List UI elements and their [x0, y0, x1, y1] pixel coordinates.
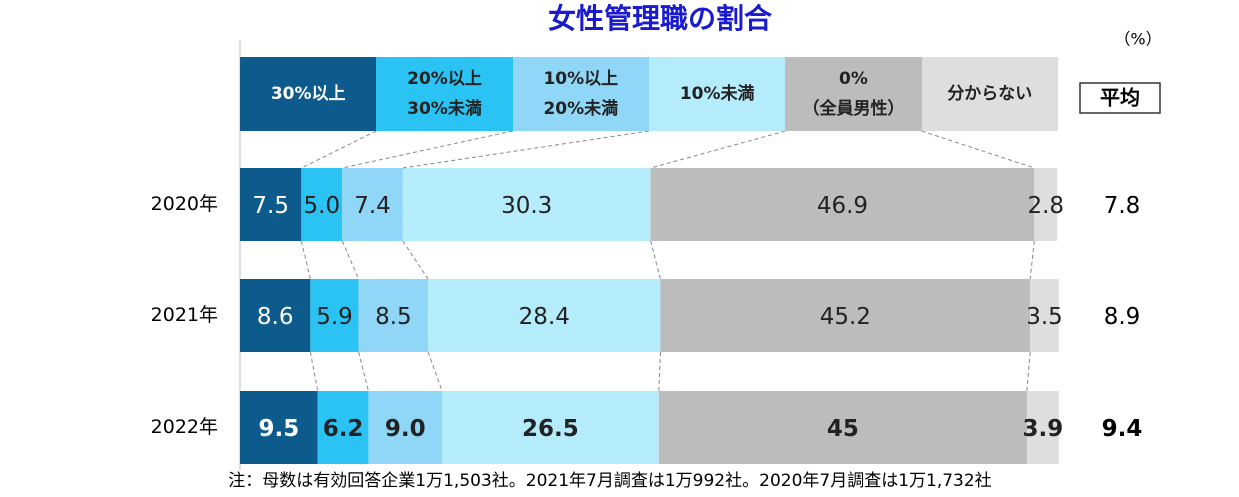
bar-segment	[402, 168, 651, 241]
bar-segment	[301, 168, 343, 241]
bar-segment	[310, 279, 359, 352]
connector	[358, 351, 369, 392]
legend-entry: 10%以上 20%未満	[512, 57, 649, 131]
bar-segment	[428, 279, 661, 352]
average-header-box	[1079, 82, 1161, 114]
bar-segment	[1030, 279, 1059, 352]
bar-segment	[1026, 391, 1059, 464]
connector	[301, 130, 377, 169]
value-label: 9.5	[258, 416, 299, 442]
value-label: 46.9	[817, 193, 868, 219]
connector	[921, 130, 1035, 169]
legend-entry: 30%以上	[240, 57, 377, 131]
average-value: 8.9	[1104, 304, 1141, 330]
bar-segment	[240, 168, 302, 241]
connector	[402, 130, 650, 169]
value-label: 45.2	[820, 304, 871, 330]
value-label: 9.0	[385, 416, 426, 442]
average-header: 平均	[1100, 86, 1140, 110]
value-label: 45	[827, 416, 859, 442]
value-label: 3.5	[1026, 304, 1063, 330]
bar-segment	[317, 391, 369, 464]
value-label: 28.4	[519, 304, 570, 330]
bar-segment	[658, 391, 1027, 464]
value-label: 26.5	[522, 416, 579, 442]
value-label: 7.4	[354, 193, 391, 219]
bar-segment	[368, 391, 443, 464]
value-label: 5.0	[304, 193, 341, 219]
value-label: 7.5	[252, 193, 289, 219]
legend-entry: 0% （全員男性）	[785, 57, 922, 131]
bar-segment	[1034, 168, 1058, 241]
bar-segment	[342, 168, 403, 241]
legend-entry: 10%未満	[649, 57, 786, 131]
connector	[427, 351, 443, 392]
connector	[1026, 351, 1031, 392]
connector	[1029, 240, 1035, 280]
bar-segment	[240, 391, 318, 464]
average-value: 7.8	[1104, 193, 1141, 219]
connector	[650, 240, 661, 280]
legend-entry: 分からない	[921, 57, 1058, 131]
connector	[650, 130, 786, 169]
y-tick-label: 2021年	[151, 304, 218, 326]
bar-segment	[442, 391, 659, 464]
connector	[341, 240, 360, 280]
average-value: 9.4	[1102, 416, 1143, 442]
value-label: 6.2	[323, 416, 364, 442]
connector	[658, 351, 661, 392]
unit-label: （%）	[1114, 30, 1161, 49]
connector	[300, 240, 311, 280]
bar-segment	[240, 279, 311, 352]
connector	[309, 351, 319, 392]
bar-segment	[358, 279, 429, 352]
value-label: 2.8	[1027, 193, 1064, 219]
connector	[402, 240, 429, 280]
value-label: 3.9	[1022, 416, 1063, 442]
bar-segment	[660, 279, 1031, 352]
y-tick-label: 2020年	[151, 193, 218, 215]
value-label: 5.9	[316, 304, 353, 330]
bar-segment	[650, 168, 1035, 241]
note: 注：母数は有効回答企業1万1,503社。2021年7月調査は1万992社。202…	[228, 471, 991, 491]
value-label: 8.5	[375, 304, 412, 330]
connector	[342, 130, 513, 169]
chart-title: 女性管理職の割合	[548, 2, 773, 35]
legend-entry: 20%以上 30%未満	[376, 57, 513, 131]
value-label: 8.6	[257, 304, 294, 330]
value-label: 30.3	[501, 193, 552, 219]
y-tick-label: 2022年	[151, 416, 218, 438]
